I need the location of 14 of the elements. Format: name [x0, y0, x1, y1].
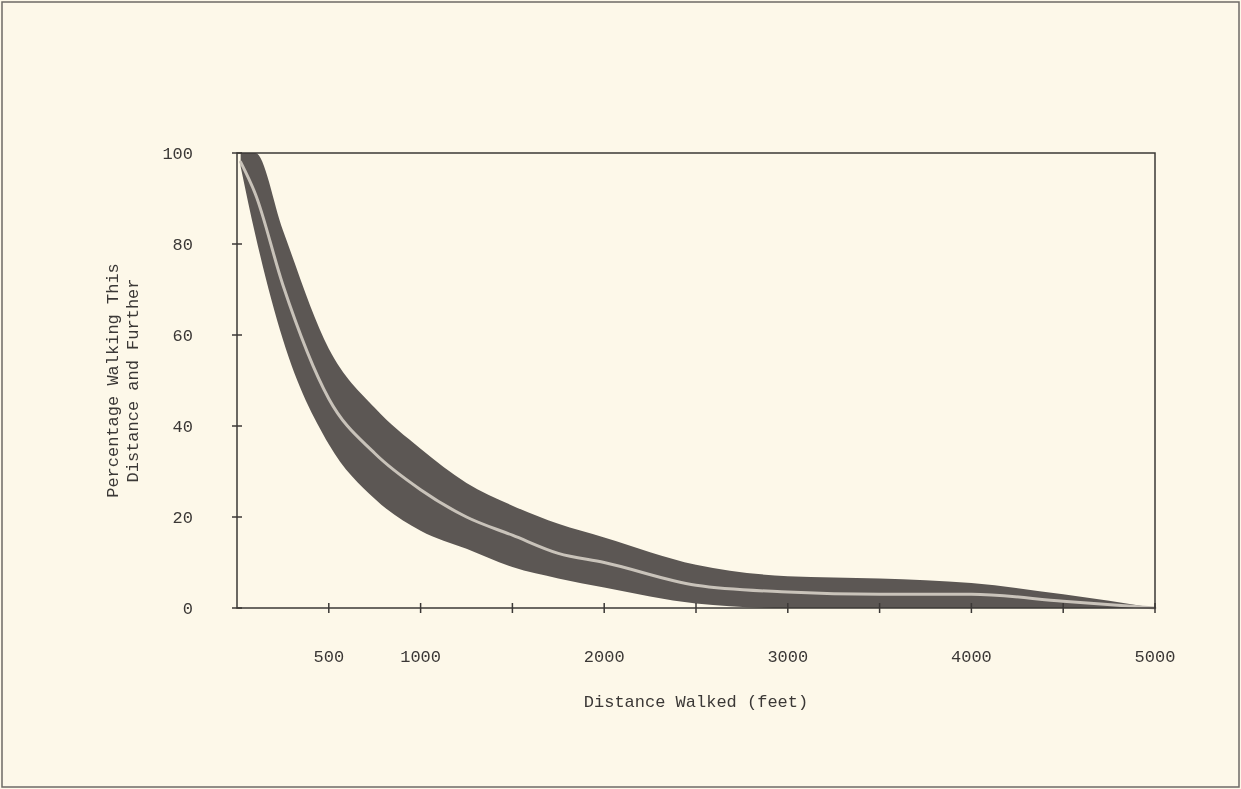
y-tick-label: 20: [172, 508, 193, 528]
y-tick-label: 0: [182, 599, 193, 619]
x-tick-label: 4000: [950, 648, 992, 667]
y-tick-label: 40: [172, 417, 193, 437]
y-tick-label: 100: [162, 144, 193, 164]
x-tick-label: 2000: [583, 648, 625, 667]
x-tick-label: 3000: [767, 648, 809, 667]
x-tick-label: 1000: [400, 648, 442, 667]
y-tick-label: 80: [172, 235, 193, 255]
y-tick-label: 60: [172, 326, 193, 346]
x-axis-title: Distance Walked (feet): [583, 693, 809, 712]
x-tick-label: 500: [313, 648, 345, 667]
x-tick-label: 5000: [1134, 648, 1176, 667]
y-axis-title: Percentage Walking This Distance and Further: [103, 263, 144, 498]
